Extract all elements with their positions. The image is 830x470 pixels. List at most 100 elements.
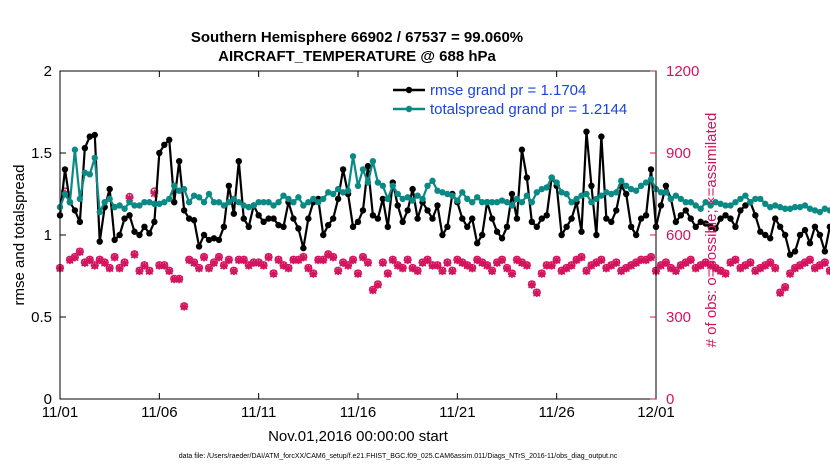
series-point-1 xyxy=(662,189,670,196)
series-point-0 xyxy=(757,228,764,235)
series-point-0 xyxy=(76,218,84,226)
obs-assimilated-point xyxy=(423,256,432,265)
obs-assimilated-point xyxy=(140,261,149,270)
obs-assimilated-point xyxy=(309,269,318,278)
series-point-1 xyxy=(320,195,327,203)
series-point-0 xyxy=(235,158,242,165)
series-point-1 xyxy=(369,158,377,165)
legend-entry-rmse: rmse grand pr = 1.1704 xyxy=(393,82,586,99)
y-axis-label: rmse and totalspread xyxy=(11,165,28,306)
obs-assimilated-point xyxy=(721,269,730,278)
legend-label-totalspread: totalspread grand pr = 1.2144 xyxy=(430,101,627,118)
series-point-0 xyxy=(369,212,377,219)
series-point-1 xyxy=(230,195,238,203)
series-point-0 xyxy=(772,215,779,222)
series-point-1 xyxy=(384,195,391,203)
obs-assimilated-point xyxy=(110,253,119,262)
series-point-0 xyxy=(190,217,198,224)
series-point-0 xyxy=(637,215,645,222)
obs-assimilated-point xyxy=(165,267,174,276)
series-point-0 xyxy=(220,223,228,230)
series-point-0 xyxy=(156,149,163,157)
obs-assimilated-point xyxy=(731,256,740,265)
series-point-0 xyxy=(116,231,123,239)
series-point-0 xyxy=(608,218,615,226)
series-point-1 xyxy=(821,205,829,212)
series-point-1 xyxy=(464,195,471,203)
series-point-0 xyxy=(767,235,774,242)
obs-assimilated-point xyxy=(180,302,189,311)
obs-assimilated-point xyxy=(786,269,795,278)
series-point-1 xyxy=(146,199,153,206)
series-point-1 xyxy=(325,189,332,196)
series-point-0 xyxy=(762,231,769,239)
series-point-1 xyxy=(687,199,694,206)
series-point-0 xyxy=(498,235,506,242)
series-point-1 xyxy=(225,199,233,206)
series-point-0 xyxy=(275,221,282,229)
series-point-1 xyxy=(364,179,372,186)
series-point-1 xyxy=(796,203,804,211)
series-point-1 xyxy=(399,195,406,203)
obs-assimilated-point xyxy=(214,253,223,262)
series-point-1 xyxy=(474,194,481,201)
series-point-0 xyxy=(811,223,819,230)
series-point-1 xyxy=(657,189,665,196)
series-point-1 xyxy=(76,195,84,203)
series-point-1 xyxy=(290,199,297,206)
series-point-0 xyxy=(439,231,446,239)
series-point-0 xyxy=(796,231,804,239)
series-point-0 xyxy=(786,251,794,258)
series-point-1 xyxy=(300,202,307,209)
series-point-1 xyxy=(305,199,312,206)
series-point-0 xyxy=(493,228,501,235)
series-point-0 xyxy=(508,190,516,198)
series-point-1 xyxy=(573,195,580,203)
series-point-1 xyxy=(583,190,590,198)
series-point-0 xyxy=(359,207,367,214)
series-point-0 xyxy=(503,223,511,230)
series-point-1 xyxy=(250,202,257,209)
series-point-1 xyxy=(255,199,262,206)
obs-assimilated-point xyxy=(299,253,308,262)
legend-label-rmse: rmse grand pr = 1.1704 xyxy=(430,82,586,99)
series-point-1 xyxy=(404,194,411,201)
series-point-1 xyxy=(528,199,536,206)
series-point-1 xyxy=(260,199,267,206)
series-point-0 xyxy=(225,182,233,189)
series-point-0 xyxy=(791,248,799,255)
series-point-1 xyxy=(767,203,774,211)
x-tick-label: 11/06 xyxy=(141,404,177,421)
series-point-0 xyxy=(265,215,272,222)
obs-assimilated-point xyxy=(612,258,621,267)
series-point-1 xyxy=(493,199,501,206)
obs-assimilated-point xyxy=(577,253,586,262)
obs-assimilated-point xyxy=(259,261,268,270)
series-point-0 xyxy=(185,215,193,222)
series-point-1 xyxy=(101,199,108,206)
obs-assimilated-point xyxy=(363,258,372,267)
series-point-0 xyxy=(166,136,173,144)
obs-assimilated-point xyxy=(552,256,561,265)
series-point-1 xyxy=(190,192,198,199)
series-point-1 xyxy=(329,190,337,198)
series-point-1 xyxy=(523,192,531,199)
obs-assimilated-point xyxy=(488,267,497,276)
series-point-0 xyxy=(334,195,342,203)
series-point-0 xyxy=(632,231,640,239)
y2-tick-label: 300 xyxy=(666,309,691,326)
obs-assimilated-point xyxy=(647,253,656,262)
series-point-0 xyxy=(106,185,113,193)
chart-title: Southern Hemisphere 66902 / 67537 = 99.0… xyxy=(191,29,523,46)
obs-assimilated-point xyxy=(820,258,829,267)
series-point-0 xyxy=(444,223,451,230)
series-point-0 xyxy=(826,223,830,230)
series-point-1 xyxy=(469,199,476,206)
obs-assimilated-point xyxy=(448,267,457,276)
obs-assimilated-point xyxy=(264,253,273,262)
series-point-1 xyxy=(141,199,148,206)
series-point-1 xyxy=(558,189,565,196)
series-point-0 xyxy=(513,215,521,222)
obs-assimilated-point xyxy=(498,256,507,265)
series-point-0 xyxy=(240,215,247,222)
